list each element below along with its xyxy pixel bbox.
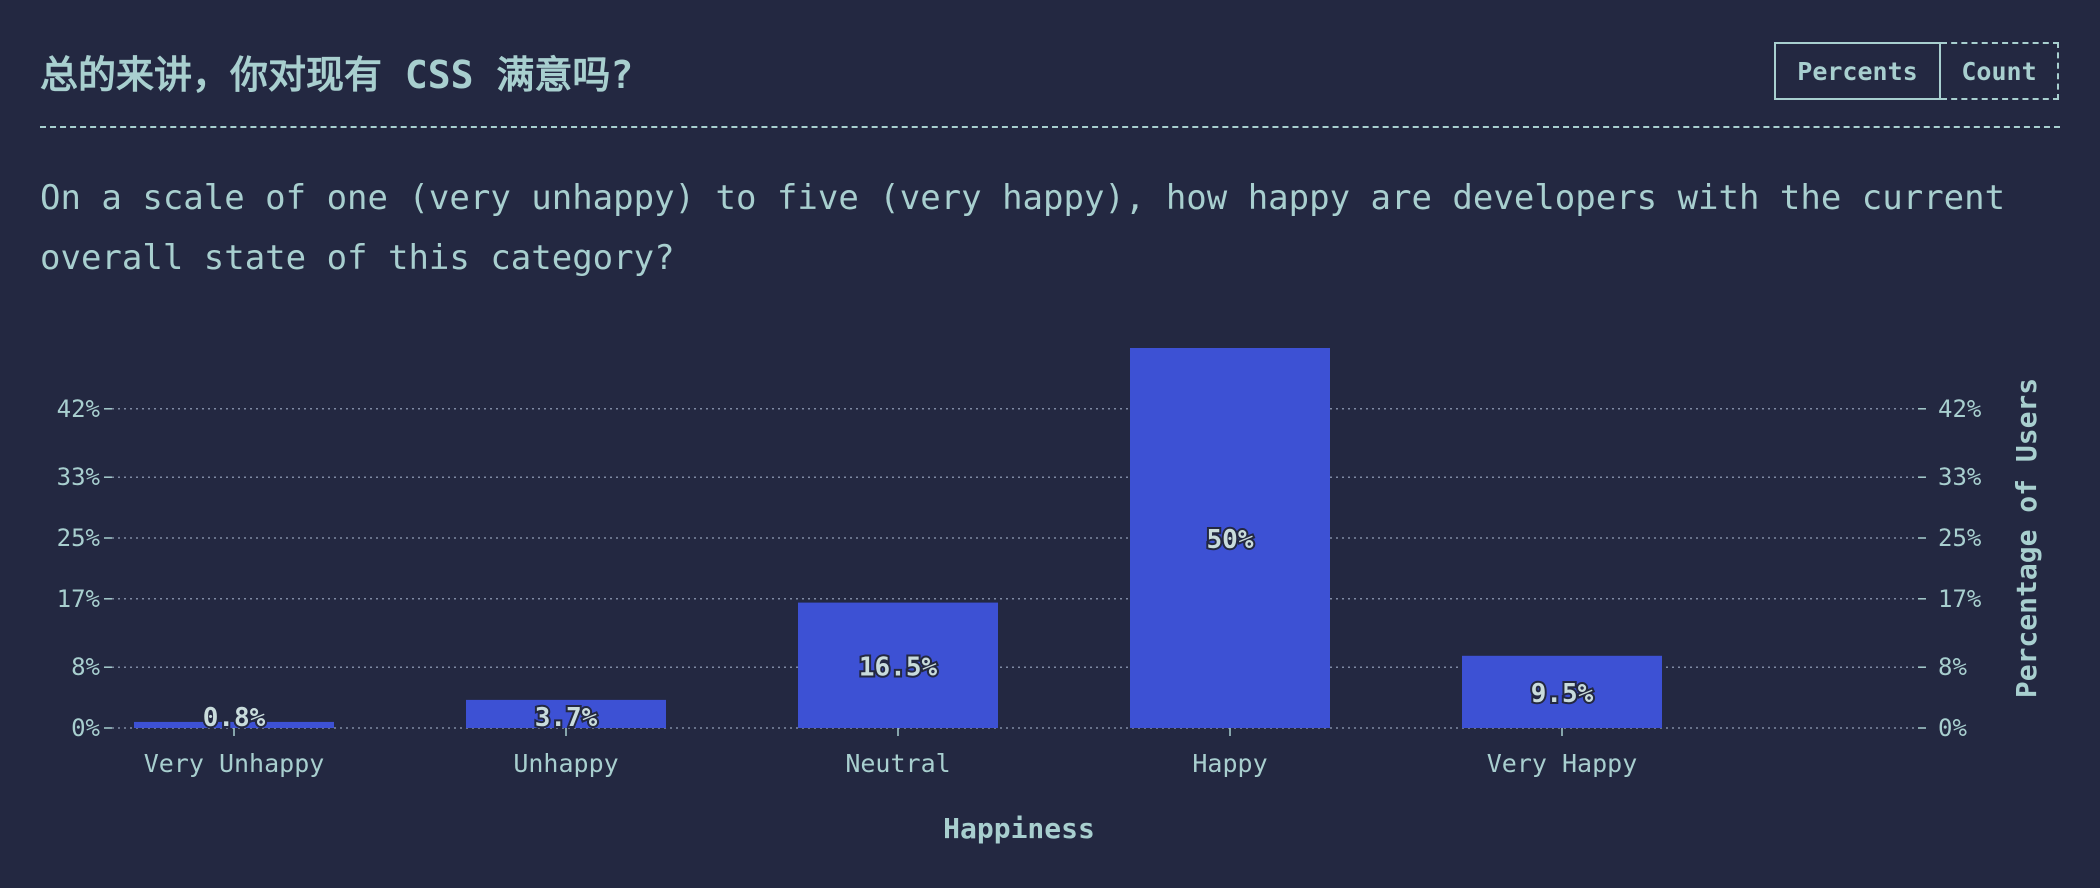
- y-tick-label-left: 33%: [57, 463, 101, 491]
- y-tick-label-right: 33%: [1938, 463, 1982, 491]
- question-description: On a scale of one (very unhappy) to five…: [40, 178, 2006, 278]
- tab-percents[interactable]: Percents: [1774, 42, 1941, 100]
- bar-value-label: 50%: [1207, 525, 1254, 555]
- x-tick-label: Happy: [1192, 749, 1267, 778]
- x-tick-label: Very Happy: [1487, 749, 1638, 778]
- chart-title: 总的来讲，你对现有 CSS 满意吗?: [40, 53, 634, 97]
- bar: [1130, 348, 1330, 728]
- y-tick-label-right: 25%: [1938, 524, 1982, 552]
- y-tick-label-right: 8%: [1938, 653, 1967, 681]
- y-tick-label-left: 25%: [57, 524, 101, 552]
- bar-value-label: 16.5%: [859, 652, 938, 682]
- x-tick-label: Neutral: [845, 749, 950, 778]
- bar: [466, 699, 666, 728]
- y-tick-label-right: 17%: [1938, 585, 1982, 613]
- x-tick-label: Unhappy: [513, 749, 618, 778]
- bar: [1462, 655, 1662, 728]
- tab-count[interactable]: Count: [1941, 42, 2059, 100]
- bar-value-label: 3.7%: [535, 703, 598, 733]
- y-axis-title: Percentage of Users: [2010, 378, 2043, 698]
- bar: [134, 721, 334, 728]
- y-tick-label-right: 42%: [1938, 395, 1982, 423]
- bar-value-label: 0.8%: [203, 703, 266, 733]
- x-tick-label: Very Unhappy: [144, 749, 325, 778]
- y-tick-label-left: 42%: [57, 395, 101, 423]
- y-tick-label-right: 0%: [1938, 714, 1967, 742]
- header-divider: [40, 126, 2060, 128]
- y-tick-label-left: 8%: [71, 653, 100, 681]
- y-tick-label-left: 0%: [71, 714, 100, 742]
- bar: [798, 602, 998, 728]
- y-tick-label-left: 17%: [57, 585, 101, 613]
- bar-value-label: 9.5%: [1531, 679, 1594, 709]
- mode-tabs: Percents Count: [1774, 42, 2059, 104]
- x-axis-title: Happiness: [943, 812, 1095, 845]
